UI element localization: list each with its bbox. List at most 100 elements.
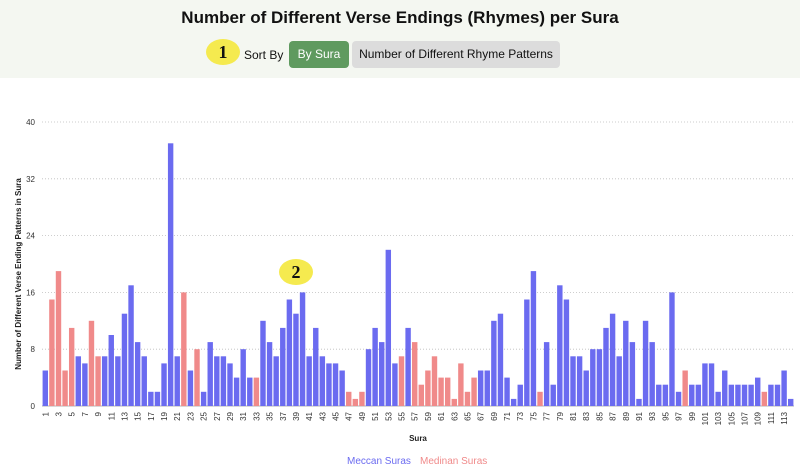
- bar-sura-89: [623, 320, 629, 406]
- bar-sura-34: [260, 320, 266, 406]
- bar-sura-82: [576, 356, 583, 406]
- x-tick-label: 35: [266, 411, 275, 420]
- bar-sura-40: [299, 292, 306, 406]
- bar-sura-104: [722, 370, 728, 406]
- bar-sura-106: [735, 384, 741, 406]
- x-tick-label: 101: [701, 411, 710, 425]
- bar-sura-61: [438, 377, 444, 406]
- bar-sura-58: [418, 384, 425, 406]
- bar-sura-83: [583, 370, 589, 406]
- y-axis-title: Number of Different Verse Ending Pattern…: [14, 178, 23, 370]
- bar-sura-12: [115, 356, 121, 406]
- bar-sura-92: [642, 320, 649, 406]
- x-tick-label: 3: [54, 411, 63, 416]
- bar-sura-57: [411, 342, 418, 406]
- bar-sura-29: [227, 363, 233, 406]
- bar-sura-23: [187, 370, 194, 406]
- x-tick-label: 37: [279, 411, 288, 420]
- bar-sura-14: [128, 285, 134, 406]
- bar-sura-109: [755, 377, 761, 406]
- x-tick-label: 27: [213, 411, 222, 420]
- sort-by-sura-button[interactable]: By Sura: [289, 41, 349, 68]
- bar-sura-10: [101, 356, 108, 406]
- bar-sura-71: [504, 377, 510, 406]
- x-tick-label: 13: [120, 411, 129, 420]
- bar-sura-45: [332, 363, 339, 406]
- bar-sura-5: [68, 327, 75, 406]
- bar-sura-80: [563, 299, 570, 406]
- x-tick-label: 93: [648, 411, 657, 420]
- bar-sura-78: [550, 384, 556, 406]
- x-tick-label: 73: [516, 411, 525, 420]
- x-tick-label: 45: [332, 411, 341, 420]
- x-tick-label: 67: [477, 411, 486, 420]
- x-tick-label: 49: [358, 411, 367, 420]
- x-tick-label: 1: [41, 411, 50, 416]
- bar-sura-25: [200, 391, 207, 406]
- bar-sura-91: [636, 398, 642, 406]
- bar-sura-87: [609, 313, 616, 406]
- x-tick-label: 89: [622, 411, 631, 420]
- bar-sura-85: [596, 349, 603, 406]
- bar-sura-114: [787, 398, 794, 406]
- x-tick-label: 53: [384, 411, 393, 420]
- x-tick-label: 79: [556, 411, 565, 420]
- x-tick-label: 11: [107, 411, 116, 420]
- bar-sura-13: [121, 313, 128, 406]
- sort-by-rhyme-patterns-button[interactable]: Number of Different Rhyme Patterns: [352, 41, 560, 68]
- bar-sura-67: [477, 370, 484, 406]
- x-tick-label: 47: [345, 411, 354, 420]
- legend-meccan: Meccan Suras: [347, 456, 411, 467]
- x-tick-label: 19: [160, 411, 169, 420]
- bar-sura-35: [266, 342, 273, 406]
- x-tick-label: 63: [450, 411, 459, 420]
- bar-sura-7: [82, 363, 88, 406]
- x-tick-label: 59: [424, 411, 433, 420]
- bar-sura-53: [385, 249, 392, 406]
- bar-sura-94: [656, 384, 662, 406]
- y-tick-label: 8: [31, 345, 36, 354]
- bar-sura-49: [359, 391, 365, 406]
- bar-sura-47: [346, 391, 352, 406]
- bar-sura-38: [286, 299, 293, 406]
- bar-sura-73: [517, 384, 523, 406]
- x-tick-label: 7: [81, 411, 90, 416]
- bar-sura-16: [141, 356, 147, 406]
- bar-sura-72: [510, 398, 517, 406]
- bar-sura-64: [458, 363, 464, 406]
- bar-sura-9: [95, 356, 101, 406]
- x-tick-label: 41: [305, 411, 314, 420]
- bar-sura-15: [134, 342, 141, 406]
- x-tick-label: 95: [661, 411, 670, 420]
- bar-sura-56: [405, 327, 411, 406]
- bar-sura-84: [590, 349, 596, 406]
- bar-sura-65: [464, 391, 471, 406]
- bar-sura-3: [55, 271, 62, 406]
- bar-sura-8: [88, 320, 95, 406]
- chart-title: Number of Different Verse Endings (Rhyme…: [181, 8, 619, 27]
- bar-sura-105: [728, 384, 735, 406]
- bar-sura-19: [161, 363, 167, 406]
- x-tick-label: 91: [635, 411, 644, 420]
- bar-sura-59: [425, 370, 431, 406]
- x-tick-label: 113: [780, 411, 789, 424]
- bar-sura-62: [444, 377, 451, 406]
- x-tick-label: 107: [741, 411, 750, 425]
- x-tick-label: 9: [94, 411, 103, 416]
- x-tick-label: 21: [173, 411, 182, 420]
- bar-sura-76: [537, 391, 543, 406]
- y-tick-label: 24: [26, 232, 35, 241]
- y-tick-label: 40: [26, 118, 35, 127]
- x-tick-label: 105: [727, 411, 736, 425]
- bar-sura-39: [293, 313, 299, 406]
- bar-sura-30: [233, 377, 240, 406]
- x-tick-label: 61: [437, 411, 446, 420]
- bar-sura-100: [695, 384, 702, 406]
- bar-sura-66: [471, 377, 477, 406]
- bar-sura-33: [253, 377, 260, 406]
- x-tick-label: 81: [569, 411, 578, 420]
- x-tick-label: 99: [688, 411, 697, 420]
- y-tick-label: 16: [26, 288, 35, 297]
- bar-sura-18: [154, 391, 161, 406]
- bar-sura-48: [352, 398, 359, 406]
